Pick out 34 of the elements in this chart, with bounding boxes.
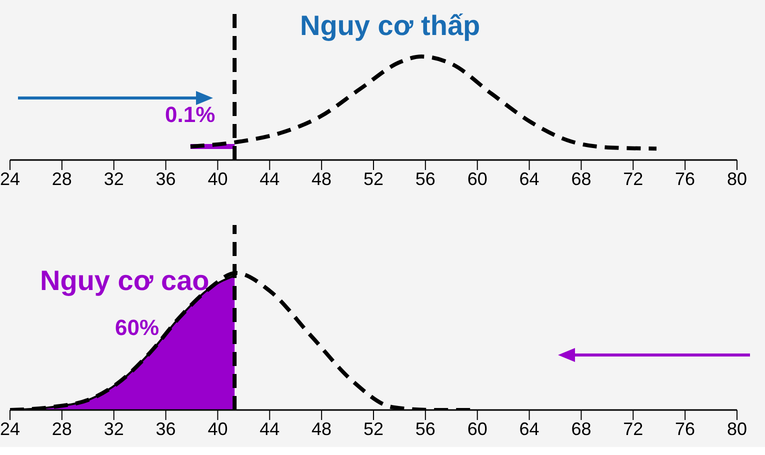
x-tick-label: 56	[415, 418, 436, 439]
x-tick-label: 80	[726, 168, 748, 189]
x-tick-label: 76	[675, 168, 696, 189]
x-tick-label: 72	[623, 168, 644, 189]
chart-title: Nguy cơ cao	[40, 265, 210, 297]
x-tick-label: 52	[363, 168, 384, 189]
x-tick-label: 28	[52, 168, 72, 189]
x-tick-label: 40	[208, 168, 228, 189]
x-tick-label: 36	[156, 168, 176, 189]
x-tick-label: 32	[104, 168, 124, 189]
x-tick-label: 24	[0, 168, 20, 189]
x-tick-label: 36	[156, 418, 176, 439]
annotation: 0.1%	[165, 102, 216, 128]
x-tick-label: 80	[726, 418, 748, 439]
x-tick-label: 68	[571, 418, 592, 439]
x-tick-label: 32	[104, 418, 124, 439]
x-tick-label: 52	[363, 418, 384, 439]
x-tick-label: 28	[52, 418, 72, 439]
x-tick-label: 64	[519, 168, 540, 189]
chart-title: Nguy cơ thấp	[300, 10, 480, 42]
x-tick-label: 64	[519, 418, 540, 439]
x-tick-label: 76	[675, 418, 696, 439]
x-tick-label: 56	[415, 168, 436, 189]
x-tick-label: 24	[0, 418, 20, 439]
x-tick-label: 44	[260, 418, 280, 439]
x-tick-label: 48	[312, 168, 332, 189]
x-tick-label: 72	[623, 418, 644, 439]
x-tick-label: 40	[208, 418, 228, 439]
annotation: 60%	[115, 315, 160, 341]
x-tick-label: 68	[571, 168, 592, 189]
x-tick-label: 60	[467, 418, 488, 439]
x-tick-label: 48	[312, 418, 332, 439]
x-tick-label: 60	[467, 168, 488, 189]
x-tick-label: 44	[260, 168, 280, 189]
